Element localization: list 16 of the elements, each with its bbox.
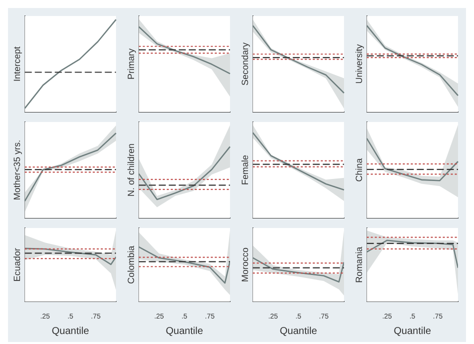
y-axis-title: Secondary [240,42,250,86]
x-axis-title: Quantile [394,326,432,337]
y-axis-title: Romania [354,246,364,283]
y-axis-title: Ecuador [12,248,22,282]
y-axis-title: Primary [126,48,136,80]
x-axis-title: Quantile [280,326,318,337]
y-axis-title: Morocco [240,248,250,282]
y-axis-title: China [354,158,364,182]
x-axis-title: Quantile [52,326,90,337]
y-axis-title: Intercept [12,46,22,82]
y-axis-title: Colombia [126,246,136,284]
y-axis-title: University [354,44,364,84]
y-axis-title: Female [240,154,250,186]
y-axis-title: N. of children [126,143,136,197]
x-axis-title: Quantile [166,326,204,337]
y-axis-title: Mother<35 yrs. [12,140,22,200]
